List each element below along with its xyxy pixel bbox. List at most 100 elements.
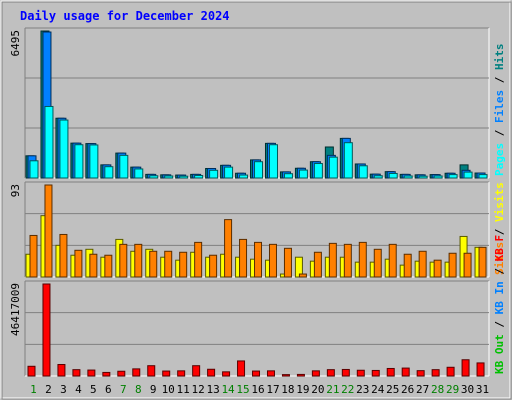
x-tick-label: 12	[192, 383, 205, 396]
legend-entry: KB In	[493, 281, 506, 314]
x-tick-label: 22	[341, 383, 354, 396]
bar-middle-sites	[373, 248, 382, 278]
x-tick-label: 25	[386, 383, 399, 396]
bar-top-pages	[328, 156, 338, 179]
x-tick-label: 24	[371, 383, 385, 396]
bar-middle-sites	[104, 254, 113, 278]
bar-bottom-kb-f	[266, 370, 275, 377]
bar-bottom-kb-f	[416, 370, 425, 377]
bar-top-pages	[209, 169, 219, 179]
bar-middle-sites	[119, 243, 128, 278]
x-tick-label: 5	[90, 383, 97, 396]
legend-entry: Pages	[493, 143, 506, 176]
bar-top-pages	[358, 165, 368, 179]
bar-top-pages	[388, 172, 398, 179]
legend-text: Pages / Files / Hits	[493, 44, 506, 177]
bar-top-pages	[254, 161, 264, 179]
bar-bottom-kb-f	[401, 367, 410, 377]
bar-bottom-kb-f	[132, 368, 141, 377]
bar-top-pages	[59, 119, 69, 179]
bar-top-pages	[44, 105, 54, 179]
bar-bottom-kb-f	[461, 359, 470, 377]
x-tick-label: 1	[30, 383, 37, 396]
bar-middle-sites	[388, 243, 397, 278]
x-tick-label: 10	[162, 383, 175, 396]
bar-middle-sites	[59, 233, 68, 278]
x-tick-label: 11	[177, 383, 190, 396]
bar-bottom-kb-f	[281, 374, 290, 377]
bar-bottom-kb-f	[386, 367, 395, 377]
bar-top-pages	[179, 175, 189, 179]
x-tick-label: 30	[461, 383, 474, 396]
legend-entry: Hits	[493, 44, 506, 71]
bar-middle-sites	[433, 259, 442, 278]
bar-middle-sites	[164, 250, 173, 278]
x-tick-label: 3	[60, 383, 67, 396]
bar-bottom-kb-f	[446, 366, 455, 377]
chart-title: Daily usage for December 2024	[20, 9, 230, 23]
bar-top-pages	[104, 166, 114, 179]
x-tick-label: 8	[135, 383, 142, 396]
bar-middle-sites	[313, 251, 322, 278]
bar-middle-sites	[74, 249, 83, 278]
bar-top-pages	[433, 175, 443, 179]
legend-separator: /	[493, 70, 506, 90]
legend-entry: Files	[493, 90, 506, 123]
bar-middle-sites	[478, 246, 487, 278]
bar-bottom-kb-f	[296, 373, 305, 377]
bar-bottom-kb-f	[326, 369, 335, 377]
bar-top-pages	[194, 175, 204, 179]
bar-top-pages	[298, 169, 308, 179]
bar-bottom-kb-f	[371, 369, 380, 377]
panel-middle-legend: Sites / Visits	[493, 182, 506, 275]
panel-top-legend: Pages / Files / Hits	[493, 44, 506, 177]
bar-bottom-kb-f	[147, 365, 156, 377]
legend-entry: Sites	[493, 242, 506, 275]
legend-entry: KB F	[493, 235, 506, 262]
bar-middle-sites	[283, 247, 292, 278]
bar-bottom-kb-f	[356, 369, 365, 377]
x-tick-label: 18	[281, 383, 294, 396]
bar-middle-sites	[403, 253, 412, 278]
x-tick-label: 15	[236, 383, 249, 396]
panel-top-max-label: 6495	[9, 30, 22, 57]
bar-top-pages	[29, 160, 39, 179]
bar-bottom-kb-f	[177, 370, 186, 377]
legend-entry: Visits	[493, 182, 506, 222]
panel-top: 6495 Pages / Files / Hits	[9, 27, 506, 179]
bar-bottom-kb-f	[87, 369, 96, 377]
x-tick-label: 19	[296, 383, 309, 396]
bar-top-pages	[313, 163, 323, 179]
bar-top-pages	[448, 174, 458, 179]
x-tick-label: 14	[221, 383, 235, 396]
bar-top-pages	[283, 173, 293, 179]
bar-middle-sites	[89, 253, 98, 278]
legend-entry: KB Out	[493, 334, 506, 374]
panel-bottom: 46417009 KB Out / KB In / KB F	[9, 235, 506, 377]
x-tick-label: 26	[401, 383, 414, 396]
bar-top-pages	[403, 175, 413, 179]
x-tick-label: 16	[251, 383, 264, 396]
x-tick-label: 7	[120, 383, 127, 396]
bar-bottom-kb-f	[72, 369, 81, 377]
panel-bottom-plot-area	[25, 281, 489, 376]
x-tick-label: 4	[75, 383, 82, 396]
bar-middle-sites	[298, 273, 307, 278]
bar-middle-sites	[149, 250, 158, 278]
bar-bottom-kb-f	[102, 371, 111, 377]
bar-middle-sites	[179, 251, 188, 278]
x-tick-label: 2	[45, 383, 52, 396]
bar-top-pages	[164, 175, 174, 179]
legend-separator: /	[493, 314, 506, 334]
bar-middle-sites	[448, 252, 457, 278]
bar-middle-sites	[328, 242, 337, 278]
bar-top-pages	[373, 175, 383, 179]
bar-middle-sites	[134, 243, 143, 278]
bar-bottom-kb-f	[476, 362, 485, 377]
bar-middle-sites	[29, 234, 38, 278]
x-tick-label: 21	[326, 383, 339, 396]
bar-top-pages	[149, 175, 159, 179]
